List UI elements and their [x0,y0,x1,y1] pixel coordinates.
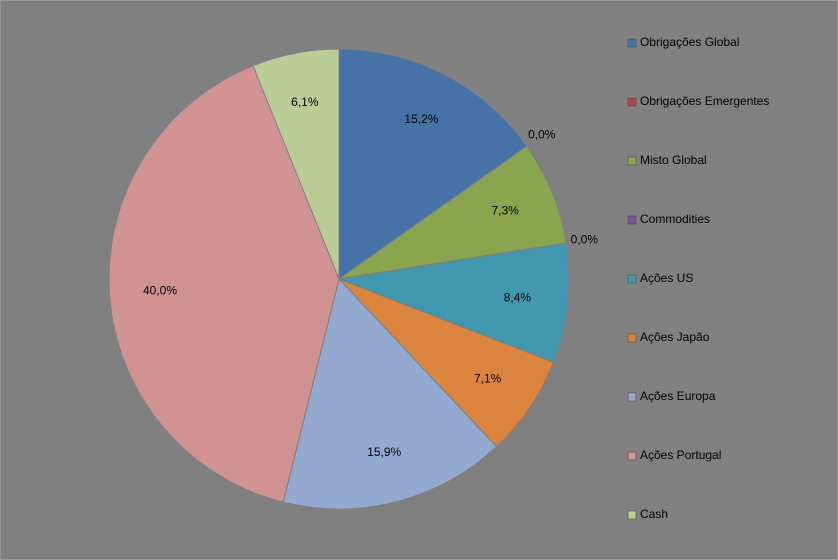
legend-swatch [627,156,637,166]
data-label: 7,1% [474,372,502,386]
pie-slice [252,48,340,280]
data-label: 15,2% [404,112,438,126]
pie-slice [338,145,567,280]
legend-label: Ações Europa [640,389,716,403]
legend-label: Ações Japão [640,330,710,344]
legend-label: Misto Global [640,153,707,167]
legend-label: Obrigações Global [640,35,739,49]
legend-label: Obrigações Emergentes [640,94,769,108]
legend-label: Cash [640,507,668,521]
legend-swatch [627,510,637,520]
legend-swatch [627,274,637,284]
pie-slice [108,65,340,503]
legend-label: Commodities [640,212,710,226]
legend-swatch [627,333,637,343]
data-label: 0,0% [528,128,556,142]
legend-swatch [627,392,637,402]
data-label: 0,0% [571,232,599,246]
legend-label: Ações US [640,271,693,285]
data-label: 15,9% [367,445,401,459]
legend-swatch [627,451,637,461]
data-label: 8,4% [504,290,532,304]
legend-label: Ações Portugal [640,448,721,462]
legend-swatch [627,38,637,48]
pie-slice [338,48,528,280]
legend-swatch [627,215,637,225]
data-label: 7,3% [491,204,519,218]
pie-slice [337,242,570,363]
legend-swatch [627,97,637,107]
pie-slice [282,277,498,510]
data-label: 40,0% [143,284,177,298]
data-label: 6,1% [291,95,319,109]
pie-slice [338,278,555,448]
